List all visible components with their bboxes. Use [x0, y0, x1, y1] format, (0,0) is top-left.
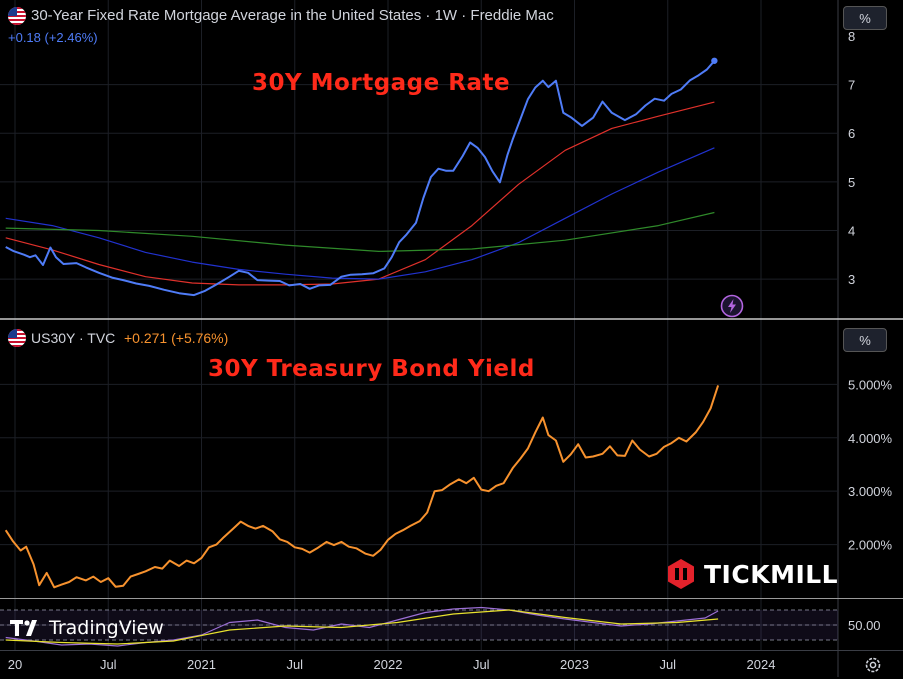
mortgage-rate-annotation: 30Y Mortgage Rate [252, 70, 511, 96]
lightning-icon[interactable] [720, 294, 744, 318]
x-tick-label: 2023 [560, 657, 589, 672]
us-flag-icon [8, 7, 26, 25]
tickmill-logo-icon [668, 559, 694, 589]
x-tick-label: Jul [286, 657, 303, 672]
bottom-pane-symbol: US30Y · TVC [31, 330, 116, 346]
series-line-ma-red [5, 101, 715, 286]
top-pane-title: 30-Year Fixed Rate Mortgage Average in t… [31, 7, 554, 24]
x-tick-label: Jul [473, 657, 490, 672]
series-line-price [5, 60, 716, 297]
y-tick-label: 4.000% [848, 431, 893, 446]
y-tick-label: 7 [848, 78, 855, 93]
y-tick-label: 3 [848, 272, 855, 287]
y-tick-label-partial: 8 [848, 29, 855, 44]
us-flag-icon [8, 329, 26, 347]
tickmill-logo: TICKMILL [666, 558, 838, 590]
y-tick-label: 5 [848, 175, 855, 190]
tradingview-logo-icon [10, 620, 37, 636]
bottom-pane-change: +0.271 (+5.76%) [124, 330, 229, 346]
y-tick-label: 3.000% [848, 484, 893, 499]
watermark-text: TradingView [49, 617, 164, 639]
treasury-yield-annotation: 30Y Treasury Bond Yield [208, 356, 535, 382]
series-line-oscillator-purple [5, 606, 719, 647]
y-tick-label: 5.000% [848, 377, 893, 392]
brand-name: TICKMILL [704, 559, 839, 589]
top-pane-change: +0.18 (+2.46%) [8, 30, 98, 45]
y-tick-label: 6 [848, 126, 855, 141]
x-tick-label: 2022 [374, 657, 403, 672]
x-tick-label: 20 [8, 657, 22, 672]
y-tick-label: 50.00 [848, 618, 881, 633]
x-tick-label: Jul [100, 657, 117, 672]
last-value-dot [711, 57, 718, 64]
x-tick-label: Jul [659, 657, 676, 672]
x-tick-label: 2024 [747, 657, 776, 672]
tradingview-watermark: TradingView [10, 617, 164, 639]
series-line-ma-green [5, 211, 715, 252]
x-tick-label: 2021 [187, 657, 216, 672]
settings-icon[interactable] [864, 656, 882, 674]
y-tick-label: 2.000% [848, 538, 893, 553]
series-line-oscillator-yellow [5, 609, 719, 645]
y-tick-label: 4 [848, 223, 855, 238]
series-line-ma-blue [5, 147, 715, 280]
top-scale-percent-button[interactable]: % [843, 6, 887, 30]
series-line-price [4, 385, 720, 589]
bottom-scale-percent-button[interactable]: % [843, 328, 887, 352]
oscillator-band-fill [0, 610, 838, 640]
